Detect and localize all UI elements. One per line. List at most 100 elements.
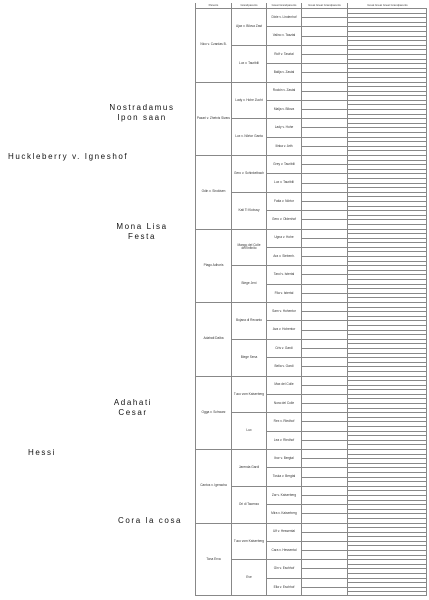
pedigree-cell: Lux [231, 412, 266, 449]
pedigree-cell: Lux v. Tauribili [266, 173, 301, 192]
pedigree-cell [347, 99, 427, 105]
pedigree-cell [301, 403, 347, 413]
pedigree-cell [347, 407, 427, 413]
pedigree-cell [301, 412, 347, 422]
pedigree-cell: Biege Jeni [231, 265, 266, 302]
pedigree-cell [301, 384, 347, 394]
pedigree-cell [347, 508, 427, 514]
pedigree-cell [301, 191, 347, 201]
pedigree-cell: Jarenda Gardi [231, 449, 266, 486]
pedigree-cell: Odin v. Sirokisen [195, 155, 231, 229]
pedigree-cell [301, 63, 347, 73]
pedigree-cell [347, 288, 427, 293]
pedigree-cell: Tarol v. Istertal [266, 265, 301, 284]
pedigree-cell: Ori di Tacenzo [231, 485, 266, 523]
pedigree-cell [347, 320, 427, 325]
pedigree-cell [301, 540, 347, 551]
pedigree-cell [347, 223, 427, 229]
pedigree-cell [347, 559, 427, 564]
pedigree-cell [347, 49, 427, 54]
column-header: Great Great Great Grandparents [347, 3, 427, 8]
pedigree-cell [301, 8, 347, 18]
pedigree-cell [347, 30, 427, 36]
pedigree-cell: Bella v. Gardi [266, 357, 301, 376]
pedigree-cell [347, 380, 427, 385]
granddam-name: Mona Lisa Festa [116, 222, 168, 241]
pedigree-cell: Ava v. Hohentor [266, 320, 301, 339]
pedigree-cell [347, 462, 427, 468]
pedigree-cell [347, 86, 427, 91]
pedigree-cell [347, 453, 427, 459]
column-header: Great Great Grandparents [301, 3, 347, 8]
pedigree-cell [347, 439, 427, 445]
pedigree-cell [301, 586, 347, 596]
pedigree-cell: Dixie v. Lindenhof [266, 8, 301, 27]
sire-name: Huckleberry v. Igneshof [8, 152, 129, 161]
pedigree-cell [301, 219, 347, 229]
pedigree-cell [347, 21, 427, 27]
pedigree-cell [347, 132, 427, 137]
pedigree-cell [347, 122, 427, 128]
pedigree-cell [347, 81, 427, 87]
pedigree-cell [301, 329, 347, 339]
pedigree-cell [347, 164, 427, 169]
pedigree-cell: Nico v. Czardas B. [195, 8, 231, 82]
pedigree-cell [347, 384, 427, 390]
pedigree-cell [347, 513, 427, 518]
pedigree-cell [347, 118, 427, 123]
pedigree-cell [301, 210, 347, 220]
pedigree-cell [301, 53, 347, 64]
pedigree-cell [347, 306, 427, 312]
pedigree-cell: Ibor v. Bergtal [266, 449, 301, 468]
pedigree-cell [347, 504, 427, 509]
pedigree-cell [301, 568, 347, 578]
pedigree-cell [301, 366, 347, 376]
pedigree-cell: Lux v. Nörtor Ganta [231, 118, 266, 155]
pedigree-cell [347, 361, 427, 367]
pedigree-cell [301, 504, 347, 514]
pedigree-cell [347, 274, 427, 280]
pedigree-cell [347, 233, 427, 238]
pedigree-cell [301, 522, 347, 532]
pedigree-cell [301, 458, 347, 468]
pedigree-cell [347, 481, 427, 486]
pedigree-cell [347, 242, 427, 247]
pedigree-cell [301, 72, 347, 82]
pedigree-cell: Cara v. Hessental [266, 540, 301, 560]
pedigree-cell [301, 485, 347, 495]
pedigree-cell: Kati Ti Klobusy [231, 191, 266, 229]
pedigree-cell [347, 173, 427, 178]
pedigree-cell [301, 90, 347, 100]
pedigree-cell: Mira v. Kaiserberg [266, 504, 301, 523]
pedigree-cell [347, 214, 427, 220]
pedigree-cell: Ella v. Eschhof [266, 577, 301, 596]
pedigree-cell [347, 582, 427, 587]
pedigree-cell [301, 182, 347, 192]
pedigree-cell: Ajax v. Bilova Zast [231, 8, 266, 45]
pedigree-cell [347, 403, 427, 408]
pedigree-cell [347, 347, 427, 353]
pedigree-cell [301, 375, 347, 385]
pedigree-cell: Adahati Dalba [195, 302, 231, 376]
pedigree-table: Nico v. Czardas B. Pazari v. Zhetvis Siva… [195, 8, 427, 596]
pedigree-cell [301, 109, 347, 119]
pedigree-cell [347, 375, 427, 381]
pedigree-cell [301, 265, 347, 275]
pedigree-cell: Valino v. Tasztal [266, 26, 301, 45]
pedigree-cell [347, 586, 427, 592]
pedigree-cell: Rex v. Riedhof [266, 412, 301, 431]
pedigree-cell [347, 67, 427, 73]
pedigree-cell [347, 522, 427, 528]
pedigree-cell [347, 421, 427, 427]
pedigree-cell [347, 191, 427, 197]
pedigree-cell [347, 329, 427, 335]
pedigree-cell [347, 426, 427, 431]
pedigree-cell [347, 315, 427, 321]
pedigree-cell [347, 12, 427, 18]
pedigree-cell [347, 182, 427, 188]
column-header: Parents [195, 3, 231, 8]
pedigree-cell [347, 26, 427, 31]
pedigree-cell: Fila v. Istertal [266, 283, 301, 302]
pedigree-cell [301, 200, 347, 211]
pedigree-cell [347, 517, 427, 523]
